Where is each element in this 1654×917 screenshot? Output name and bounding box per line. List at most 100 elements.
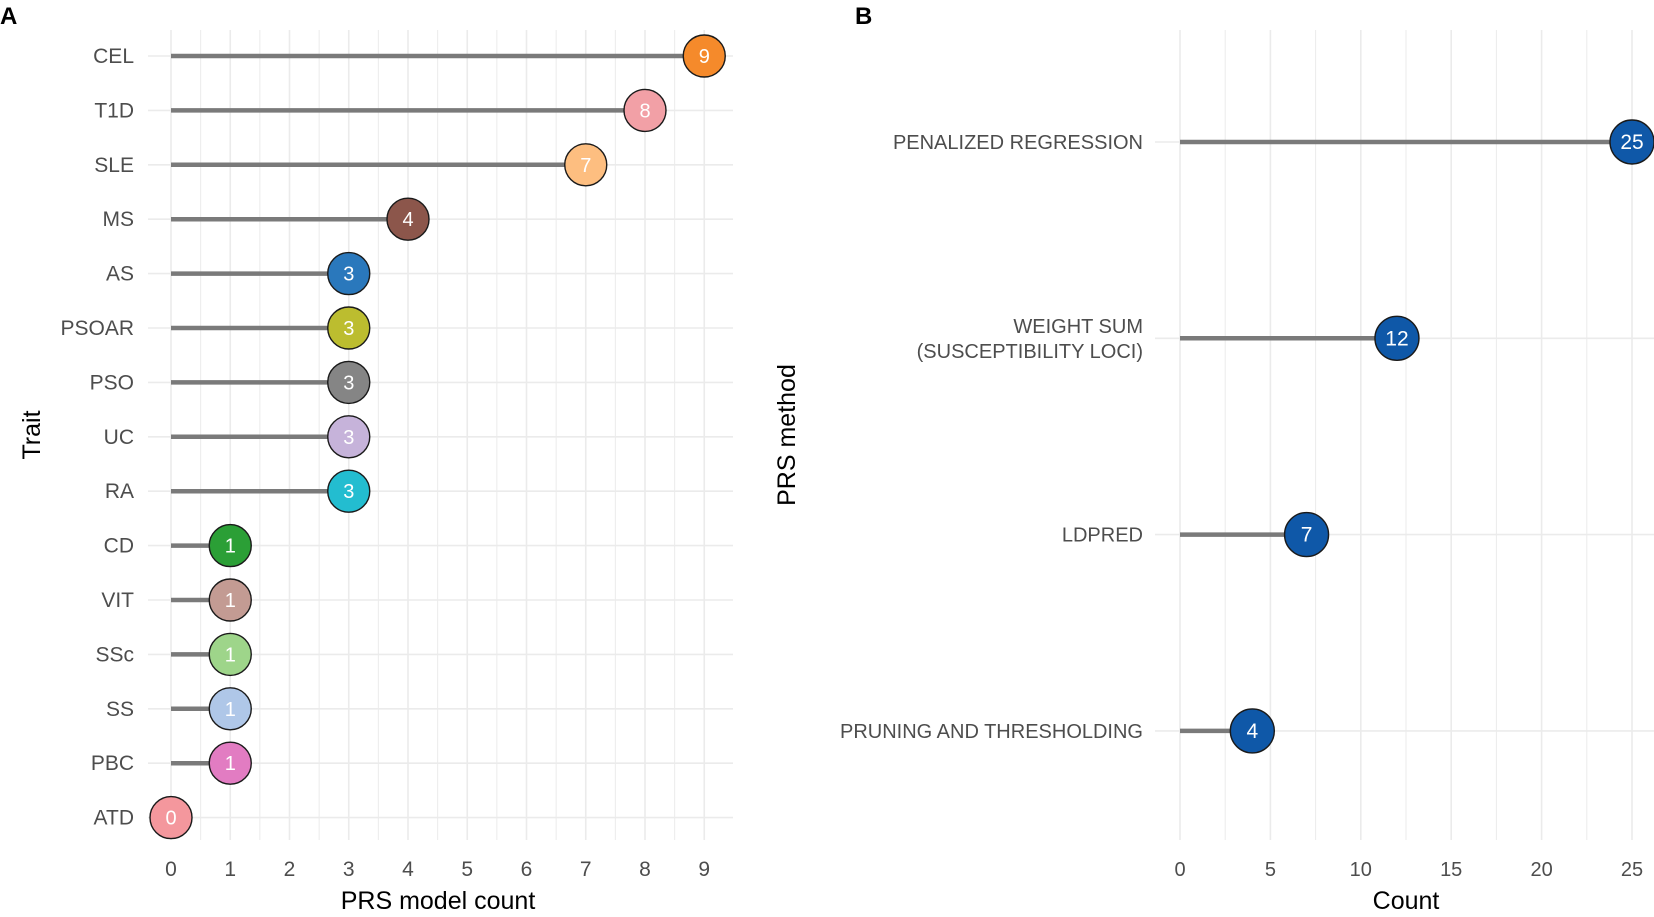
lollipop-dot	[1374, 315, 1420, 361]
lollipop-cel: 9 CEL	[93, 34, 726, 78]
lollipop-dot	[682, 34, 726, 78]
category-label: MS	[103, 208, 135, 231]
lollipop-as: 3 AS	[106, 251, 371, 296]
category-label: PSOAR	[60, 317, 134, 340]
category-label: SS	[106, 698, 134, 721]
lollipop-t1d: 8 T1D	[94, 88, 667, 133]
category-label: SSc	[95, 643, 134, 666]
lollipop-value-label: 8	[639, 100, 650, 122]
lollipop-value-label: 3	[343, 481, 354, 503]
lollipop-value-label: 9	[699, 46, 710, 68]
lollipop-pruning-and-thresholding: 4 PRUNING AND THRESHOLDING	[840, 708, 1276, 754]
lollipop-dot	[564, 143, 608, 187]
category-label: T1D	[94, 99, 134, 122]
category-label: SLE	[94, 154, 134, 177]
lollipop-dot	[1609, 119, 1654, 165]
lollipop-dot	[149, 795, 193, 840]
lollipop-weight-sum-susceptibility-loci-: 12 WEIGHT SUM (SUSCEPTIBILITY LOCI)	[917, 315, 1420, 363]
x-tick-label: 20	[1530, 859, 1552, 881]
category-label: WEIGHT SUM	[1013, 316, 1143, 338]
lollipop-dot	[208, 578, 252, 622]
category-label: PSO	[90, 371, 134, 394]
x-tick-label: 0	[1174, 859, 1185, 881]
lollipop-dot	[208, 687, 252, 731]
x-tick-label: 5	[1265, 859, 1276, 881]
lollipop-value-label: 1	[225, 644, 236, 666]
lollipop-value-label: 1	[225, 590, 236, 612]
panel-letter-a: A	[0, 3, 17, 30]
x-tick-label: 6	[521, 858, 533, 881]
lollipop-value-label: 0	[165, 808, 176, 830]
lollipop-dot	[623, 88, 667, 133]
lollipop-value-label: 7	[580, 155, 591, 177]
x-axis-title: PRS model count	[341, 887, 536, 912]
lollipop-ssc: 1 SSc	[95, 632, 252, 677]
lollipop-psoar: 3 PSOAR	[60, 306, 371, 350]
lollipop-ss: 1 SS	[106, 687, 252, 731]
lollipop-penalized-regression: 25 PENALIZED REGRESSION	[893, 119, 1654, 165]
lollipop-value-label: 1	[225, 536, 236, 558]
lollipop-uc: 3 UC	[104, 415, 371, 459]
lollipop-dot	[327, 469, 371, 513]
lollipop-value-label: 7	[1301, 524, 1313, 547]
lollipop-dot	[1283, 511, 1330, 558]
x-tick-label: 4	[402, 858, 414, 881]
lollipop-ra: 3 RA	[105, 469, 371, 513]
x-tick-label: 3	[343, 858, 355, 881]
lollipop-value-label: 3	[343, 427, 354, 449]
lollipop-value-label: 25	[1620, 131, 1643, 154]
category-label: (SUSCEPTIBILITY LOCI)	[917, 341, 1143, 363]
category-label: LDPRED	[1062, 525, 1143, 547]
category-label: PENALIZED REGRESSION	[893, 132, 1143, 154]
lollipop-dot	[1229, 708, 1276, 754]
lollipop-value-label: 4	[402, 209, 413, 231]
lollipop-dot	[208, 632, 252, 677]
category-label: RA	[105, 480, 134, 503]
x-tick-label: 9	[698, 858, 710, 881]
category-label: AS	[106, 263, 134, 286]
lollipop-ldpred: 7 LDPRED	[1062, 511, 1330, 558]
lollipop-sle: 7 SLE	[94, 143, 608, 187]
x-tick-label: 0	[165, 858, 177, 881]
lollipop-dot	[327, 360, 371, 405]
x-axis-title: Count	[1373, 887, 1440, 912]
lollipop-value-label: 3	[343, 264, 354, 286]
lollipop-value-label: 12	[1385, 327, 1408, 350]
x-tick-label: 15	[1440, 859, 1462, 881]
lollipop-dot	[327, 251, 371, 296]
lollipop-ms: 4 MS	[103, 197, 430, 241]
x-tick-label: 8	[639, 858, 651, 881]
category-label: UC	[104, 426, 134, 449]
x-tick-label: 7	[580, 858, 592, 881]
lollipop-value-label: 4	[1246, 720, 1258, 743]
lollipop-cd: 1 CD	[104, 523, 252, 568]
category-label: VIT	[101, 589, 134, 612]
lollipop-pso: 3 PSO	[90, 360, 371, 405]
lollipop-dot	[327, 306, 371, 350]
x-tick-label: 1	[224, 858, 236, 881]
y-axis-title: PRS method	[773, 364, 801, 506]
x-tick-label: 10	[1350, 859, 1372, 881]
panel-a: A0 1 2 3 4 5 6 7 8 99CEL8T1D7SLE4MS3AS3PSOAR3PSO3…	[0, 3, 733, 915]
lollipop-value-label: 1	[225, 699, 236, 721]
category-label: ATD	[94, 807, 134, 830]
lollipop-value-label: 3	[343, 318, 354, 340]
lollipop-value-label: 3	[343, 372, 354, 394]
lollipop-dot	[386, 197, 430, 241]
panel-letter-b: B	[855, 3, 872, 30]
lollipop-dot	[327, 415, 371, 459]
lollipop-atd: 0 ATD	[94, 795, 193, 840]
lollipop-value-label: 1	[225, 753, 236, 775]
category-label: CEL	[93, 45, 134, 68]
x-tick-label: 5	[461, 858, 473, 881]
category-label: PBC	[91, 752, 134, 775]
lollipop-pbc: 1 PBC	[91, 741, 252, 785]
lollipop-dot	[208, 741, 252, 785]
lollipop-dot	[208, 523, 252, 568]
lollipop-vit: 1 VIT	[101, 578, 252, 622]
category-label: PRUNING AND THRESHOLDING	[840, 721, 1143, 743]
panel-b: B 0 5 10 15 20 25 25 PENALIZED REGRESSION 12 WEIGH…	[773, 3, 1654, 915]
y-axis-title: Trait	[18, 410, 46, 459]
